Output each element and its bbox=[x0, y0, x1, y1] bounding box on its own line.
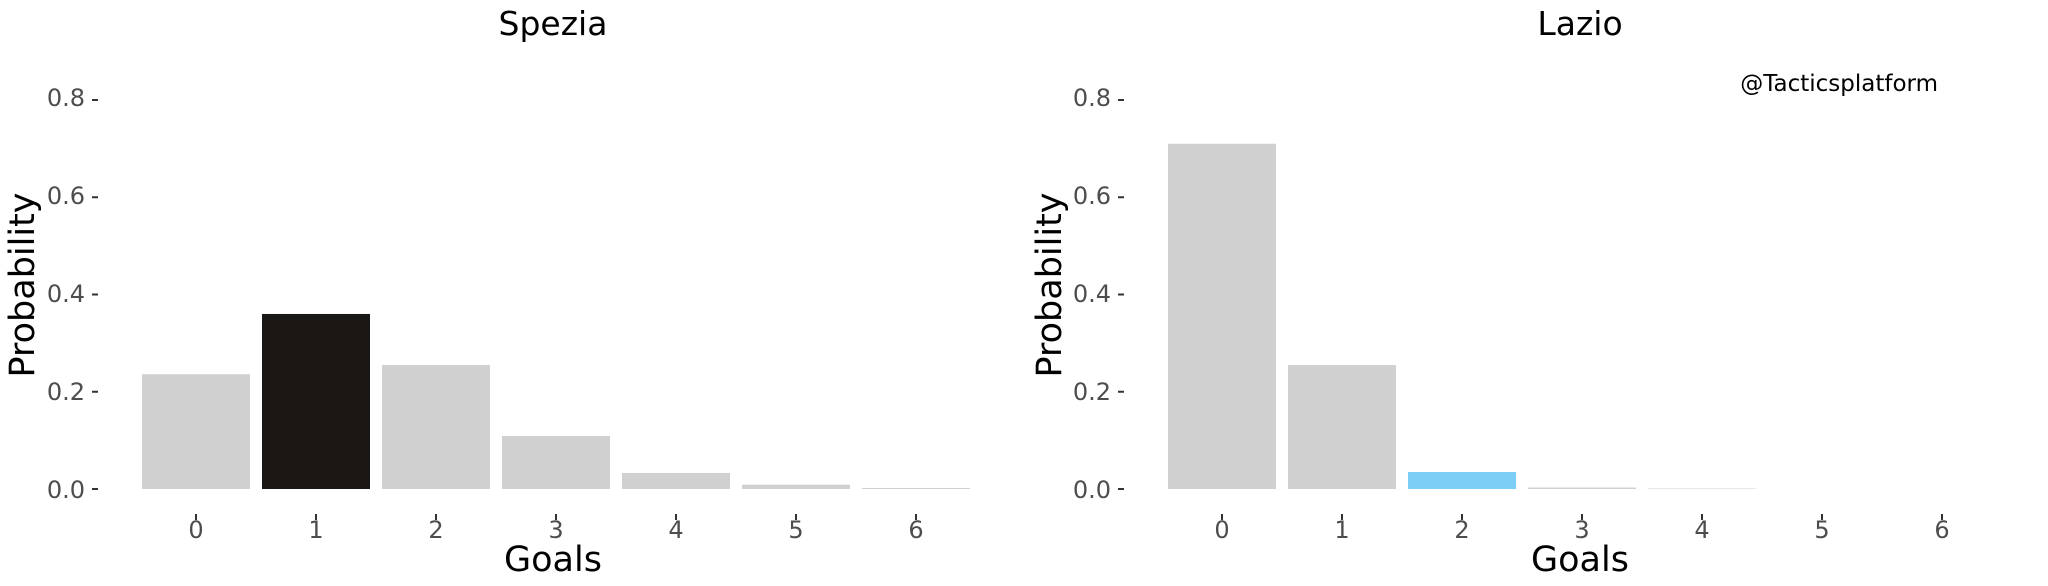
y-tick-label: 0.4 bbox=[1073, 280, 1111, 308]
bar-series bbox=[1168, 143, 1756, 489]
y-tick-label: 0.6 bbox=[47, 182, 85, 210]
y-tick-label: 0.0 bbox=[47, 476, 85, 504]
bar bbox=[622, 472, 730, 489]
x-tick-label: 5 bbox=[1814, 516, 1829, 544]
chart-title: Spezia bbox=[499, 4, 608, 43]
x-tick-labels: 0 1 2 3 4 5 6 bbox=[188, 516, 923, 544]
x-tick-label: 5 bbox=[788, 516, 803, 544]
x-tick-label: 1 bbox=[308, 516, 323, 544]
x-tick-label: 0 bbox=[188, 516, 203, 544]
axis-ticks bbox=[1118, 99, 1943, 520]
y-tick-label: 0.8 bbox=[47, 84, 85, 112]
chart-panel-lazio: Lazio Probability Goals @Tacticsplatform… bbox=[1030, 4, 1950, 580]
bar bbox=[502, 435, 610, 489]
x-tick-label: 2 bbox=[428, 516, 443, 544]
x-tick-label: 3 bbox=[548, 516, 563, 544]
y-tick-label: 0.2 bbox=[1073, 378, 1111, 406]
x-tick-label: 6 bbox=[1934, 516, 1949, 544]
y-tick-label: 0.6 bbox=[1073, 182, 1111, 210]
axis-ticks bbox=[92, 99, 917, 520]
y-tick-label: 0.2 bbox=[47, 378, 85, 406]
y-tick-label: 0.4 bbox=[47, 280, 85, 308]
x-tick-label: 1 bbox=[1334, 516, 1349, 544]
x-tick-label: 3 bbox=[1574, 516, 1589, 544]
y-tick-label: 0.8 bbox=[1073, 84, 1111, 112]
x-tick-label: 0 bbox=[1214, 516, 1229, 544]
bar-highlighted bbox=[262, 313, 370, 489]
y-tick-label: 0.0 bbox=[1073, 476, 1111, 504]
bar bbox=[1288, 365, 1396, 489]
bar bbox=[142, 374, 250, 489]
bar bbox=[1168, 143, 1276, 489]
watermark-annotation: @Tacticsplatform bbox=[1740, 71, 1938, 97]
x-axis-title: Goals bbox=[504, 540, 602, 580]
bar bbox=[742, 484, 850, 489]
x-tick-labels: 0 1 2 3 4 5 6 bbox=[1214, 516, 1949, 544]
x-tick-label: 4 bbox=[1694, 516, 1709, 544]
x-tick-label: 6 bbox=[908, 516, 923, 544]
x-tick-label: 4 bbox=[668, 516, 683, 544]
y-tick-labels: 0.0 0.2 0.4 0.6 0.8 bbox=[47, 84, 85, 504]
chart-title: Lazio bbox=[1537, 4, 1622, 43]
bar-highlighted bbox=[1408, 471, 1516, 489]
bar bbox=[1528, 487, 1636, 489]
chart-panel-spezia: Spezia Probability Goals 0.0 0.2 0.4 0.6… bbox=[3, 4, 970, 580]
y-axis-title: Probability bbox=[1030, 192, 1070, 377]
bar-series bbox=[142, 313, 970, 489]
y-axis-title: Probability bbox=[3, 192, 43, 377]
bar bbox=[862, 488, 970, 489]
x-tick-label: 2 bbox=[1454, 516, 1469, 544]
x-axis-title: Goals bbox=[1531, 540, 1629, 580]
bar bbox=[382, 365, 490, 489]
y-tick-labels: 0.0 0.2 0.4 0.6 0.8 bbox=[1073, 84, 1111, 504]
